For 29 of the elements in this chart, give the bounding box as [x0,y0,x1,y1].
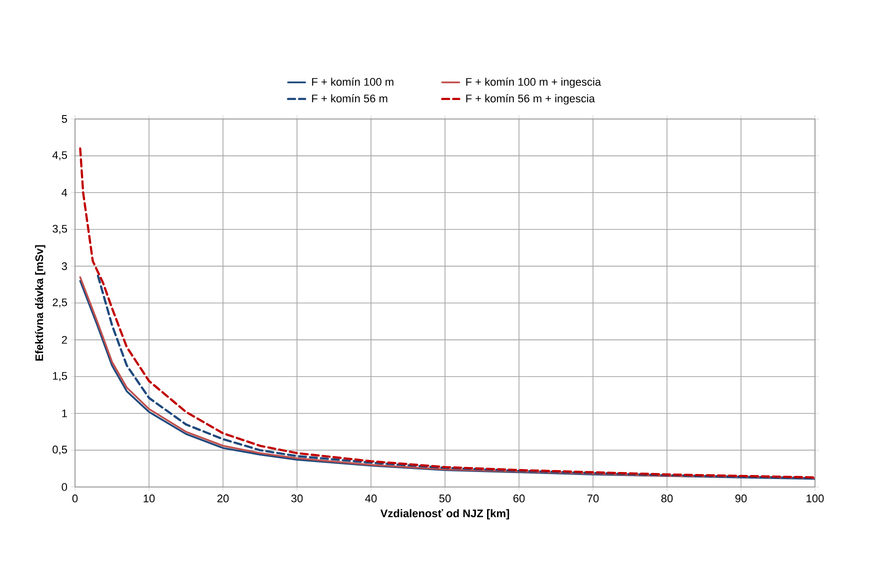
x-axis-title: Vzdialenosť od NJZ [km] [380,509,510,520]
y-tick-label: 1,5 [53,372,68,382]
x-tick-label: 80 [661,494,673,502]
y-tick-label: 0,5 [52,446,68,455]
y-tick-label: 3,5 [52,224,68,234]
y-axis-title: Efektívna dávka [mSv] [34,245,46,361]
y-tick-label: 5 [62,115,68,123]
y-tick-label: 3 [62,262,67,270]
y-tick-label: 0 [62,483,68,491]
x-tick-label: 60 [513,494,525,502]
x-tick-label: 90 [735,494,747,502]
x-tick-label: 0 [72,494,78,502]
legend-label: F + komín 100 m + ingescia [466,78,602,88]
legend-label: F + komín 56 m + ingescia [466,94,595,105]
legend-label: F + komín 100 m [312,78,394,86]
legend-label: F + komín 56 m [312,94,388,102]
x-tick-label: 70 [587,494,599,502]
x-tick-label: 20 [217,494,229,502]
x-tick-label: 40 [365,494,377,502]
x-tick-label: 50 [439,494,451,502]
x-tick-label: 30 [291,494,303,502]
y-tick-label: 1 [62,410,67,418]
y-tick-label: 4,5 [52,151,68,160]
y-tick-label: 2 [62,336,67,344]
y-tick-label: 4 [62,188,68,196]
x-tick-label: 10 [144,494,155,502]
line-series [79,147,815,479]
x-tick-label: 100 [806,494,824,502]
y-tick-label: 2,5 [52,298,68,308]
